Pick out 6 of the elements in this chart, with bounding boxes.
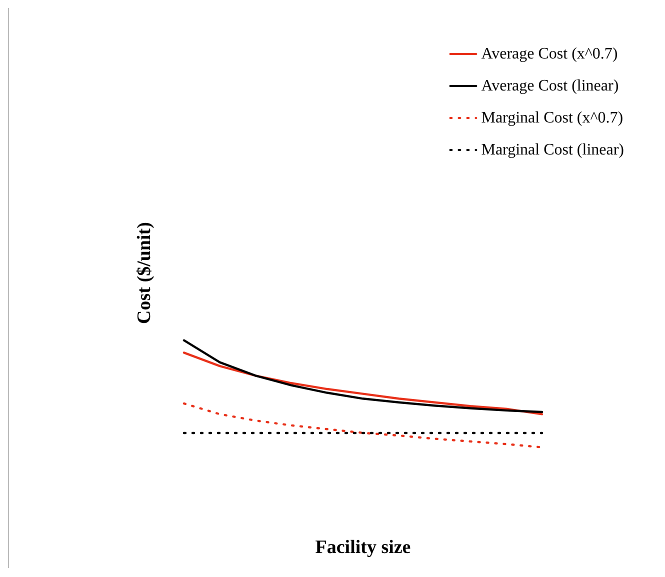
x-axis-title: Facility size: [315, 537, 411, 558]
legend-label: Marginal Cost (x^0.7): [481, 110, 624, 126]
y-axis-title: Cost ($/unit): [134, 222, 155, 324]
legend-label: Marginal Cost (linear): [481, 142, 624, 158]
legend-label: Average Cost (x^0.7): [481, 46, 618, 62]
legend-label: Average Cost (linear): [481, 78, 619, 94]
